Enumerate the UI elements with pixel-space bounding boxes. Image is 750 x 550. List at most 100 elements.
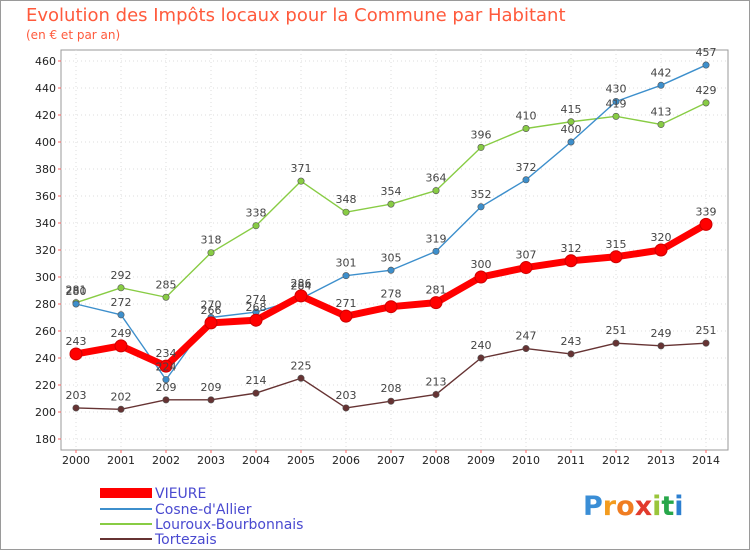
x-tick-label: 2011 xyxy=(557,454,585,467)
data-point-1 xyxy=(72,300,80,308)
data-label-3: 209 xyxy=(156,381,177,394)
chart-title: Evolution des Impôts locaux pour la Comm… xyxy=(26,5,566,26)
data-label-1: 352 xyxy=(471,188,492,201)
x-tick-label: 2004 xyxy=(242,454,270,467)
data-point-0 xyxy=(339,309,353,323)
data-point-3 xyxy=(342,404,350,412)
y-tick-label: 300 xyxy=(35,271,56,284)
x-axis: 2000 2001 2002 2003 2004 2005 2006 2007 2008 2009… xyxy=(62,450,720,467)
data-point-2 xyxy=(342,208,350,216)
data-label-0: 271 xyxy=(336,297,357,310)
data-label-2: 292 xyxy=(111,269,132,282)
y-axis: 180 200 220 240 260 280 300 320 340 360 380 400 420 4… xyxy=(35,55,61,446)
y-tick-label: 420 xyxy=(35,109,56,122)
data-label-0: 268 xyxy=(246,301,267,314)
legend-label-vieure: VIEURE xyxy=(155,486,206,502)
y-tick-label: 460 xyxy=(35,55,56,68)
data-label-2: 348 xyxy=(336,193,357,206)
data-label-0: 339 xyxy=(696,205,717,218)
data-point-0 xyxy=(564,254,578,268)
data-label-3: 251 xyxy=(606,324,627,337)
data-label-1: 442 xyxy=(651,66,672,79)
data-label-3: 249 xyxy=(651,327,672,340)
data-point-1 xyxy=(567,138,575,146)
y-tick-label: 400 xyxy=(35,136,56,149)
y-tick-label: 200 xyxy=(35,406,56,419)
data-label-0: 278 xyxy=(381,288,402,301)
data-point-1 xyxy=(477,203,485,211)
data-label-3: 203 xyxy=(66,389,87,402)
data-point-3 xyxy=(387,397,395,405)
data-label-2: 413 xyxy=(651,105,672,118)
data-point-3 xyxy=(297,374,305,382)
data-point-1 xyxy=(432,247,440,255)
data-point-1 xyxy=(657,81,665,89)
data-point-0 xyxy=(249,313,263,327)
data-label-0: 307 xyxy=(516,249,537,262)
data-label-3: 247 xyxy=(516,330,537,343)
data-labels: 203 202 209 209 214 225 203 208 213 240 247 243 251 2… xyxy=(66,46,717,403)
data-label-1: 270 xyxy=(201,299,222,312)
data-label-3: 209 xyxy=(201,381,222,394)
data-label-3: 243 xyxy=(561,335,582,348)
data-label-2: 318 xyxy=(201,234,222,247)
legend-label-tortezais: Tortezais xyxy=(154,532,217,548)
x-tick-label: 2013 xyxy=(647,454,675,467)
data-point-2 xyxy=(252,222,260,230)
data-point-0 xyxy=(609,250,623,264)
data-label-2: 396 xyxy=(471,128,492,141)
x-tick-label: 2003 xyxy=(197,454,225,467)
data-point-1 xyxy=(387,266,395,274)
data-label-0: 281 xyxy=(426,284,447,297)
data-label-1: 274 xyxy=(246,293,267,306)
data-point-0 xyxy=(699,217,713,231)
data-label-0: 300 xyxy=(471,258,492,271)
data-label-0: 320 xyxy=(651,231,672,244)
data-point-1 xyxy=(342,272,350,280)
data-label-0: 249 xyxy=(111,327,132,340)
data-point-3 xyxy=(702,339,710,347)
data-label-0: 266 xyxy=(201,304,222,317)
data-label-0: 243 xyxy=(66,335,87,348)
data-label-2: 419 xyxy=(606,97,627,110)
y-tick-label: 280 xyxy=(35,298,56,311)
data-label-0: 315 xyxy=(606,238,627,251)
data-label-0: 286 xyxy=(291,277,312,290)
data-label-2: 281 xyxy=(66,284,87,297)
x-tick-label: 2012 xyxy=(602,454,630,467)
data-label-1: 430 xyxy=(606,83,627,96)
data-label-1: 457 xyxy=(696,46,717,59)
chart-subtitle: (en € et par an) xyxy=(26,28,120,42)
logo-letter: i xyxy=(674,491,683,522)
data-label-1: 400 xyxy=(561,123,582,136)
y-tick-label: 320 xyxy=(35,244,56,257)
proxiti-logo: Proxiti xyxy=(583,491,684,522)
data-label-1: 284 xyxy=(291,280,312,293)
x-tick-label: 2005 xyxy=(287,454,315,467)
logo-letter: r xyxy=(603,491,617,522)
data-point-1 xyxy=(702,61,710,69)
data-point-3 xyxy=(207,396,215,404)
y-tick-label: 340 xyxy=(35,217,56,230)
data-point-3 xyxy=(117,405,125,413)
data-point-2 xyxy=(297,177,305,185)
y-tick-label: 240 xyxy=(35,352,56,365)
x-tick-label: 2006 xyxy=(332,454,360,467)
x-tick-label: 2001 xyxy=(107,454,135,467)
data-label-3: 203 xyxy=(336,389,357,402)
x-tick-label: 2000 xyxy=(62,454,90,467)
data-label-1: 305 xyxy=(381,251,402,264)
data-label-3: 208 xyxy=(381,382,402,395)
data-label-2: 285 xyxy=(156,278,177,291)
y-tick-label: 260 xyxy=(35,325,56,338)
plot-area: 180 200 220 240 260 280 300 320 340 360 380 400 420 4… xyxy=(35,46,729,467)
data-label-1: 272 xyxy=(111,296,132,309)
data-point-2 xyxy=(612,112,620,120)
data-label-3: 225 xyxy=(291,359,312,372)
data-point-2 xyxy=(432,187,440,195)
data-label-1: 280 xyxy=(66,285,87,298)
data-point-2 xyxy=(702,99,710,107)
data-point-0 xyxy=(654,243,668,257)
data-label-0: 234 xyxy=(156,347,177,360)
